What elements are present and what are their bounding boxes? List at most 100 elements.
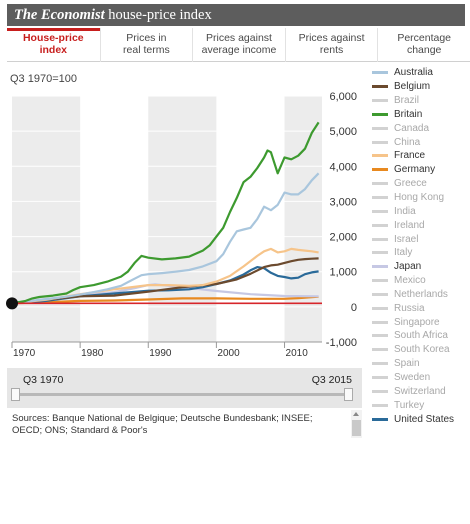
legend-swatch [372, 320, 388, 324]
legend-label: Sweden [394, 371, 431, 383]
legend-item-australia[interactable]: Australia [372, 66, 470, 80]
legend-item-china[interactable]: China [372, 135, 470, 149]
legend-swatch [372, 279, 388, 283]
series-line-united-states [11, 266, 319, 305]
legend-swatch [372, 140, 388, 144]
legend-item-ireland[interactable]: Ireland [372, 218, 470, 232]
sources-scrollbar[interactable] [351, 410, 362, 438]
legend-swatch [372, 403, 388, 407]
tab-prices-against-income[interactable]: Prices against average income [192, 28, 285, 62]
legend-swatch [372, 99, 388, 103]
legend-swatch [372, 154, 388, 158]
legend-item-russia[interactable]: Russia [372, 301, 470, 315]
legend-item-south-korea[interactable]: South Korea [372, 343, 470, 357]
legend-item-france[interactable]: France [372, 149, 470, 163]
legend-item-switzerland[interactable]: Switzerland [372, 384, 470, 398]
legend-item-brazil[interactable]: Brazil [372, 94, 470, 108]
range-start-handle[interactable] [11, 388, 20, 401]
legend-label: South Korea [394, 344, 450, 356]
tab-percentage-change[interactable]: Percentage change [377, 28, 470, 62]
legend-item-south-africa[interactable]: South Africa [372, 329, 470, 343]
legend-label: Germany [394, 164, 436, 176]
legend-swatch [372, 375, 388, 379]
legend-item-canada[interactable]: Canada [372, 121, 470, 135]
tab-prices-in-real-terms[interactable]: Prices in real terms [99, 28, 193, 62]
tab-house-price-index[interactable]: House-price index [7, 28, 100, 62]
legend-item-netherlands[interactable]: Netherlands [372, 288, 470, 302]
legend-item-britain[interactable]: Britain [372, 108, 470, 122]
legend-item-italy[interactable]: Italy [372, 246, 470, 260]
legend-label: Hong Kong [394, 192, 445, 204]
series-line-germany [11, 295, 319, 305]
legend-label: Netherlands [394, 288, 448, 300]
y-tick-label: 1,000 [329, 267, 357, 279]
legend-swatch [372, 251, 388, 255]
legend-swatch [372, 85, 388, 89]
legend-item-singapore[interactable]: Singapore [372, 315, 470, 329]
index-base-label: Q3 1970=100 [10, 73, 77, 85]
x-tick-label: 1970 [13, 348, 36, 359]
y-tick-label: 5,000 [329, 126, 357, 138]
tab-label-line1: Prices in [126, 32, 167, 44]
legend-item-united-states[interactable]: United States [372, 412, 470, 426]
chart-title: house-price index [108, 7, 212, 23]
legend-label: Belgium [394, 81, 431, 93]
legend-item-sweden[interactable]: Sweden [372, 371, 470, 385]
legend-item-india[interactable]: India [372, 204, 470, 218]
legend-swatch [372, 265, 388, 269]
legend-item-japan[interactable]: Japan [372, 260, 470, 274]
legend-label: Japan [394, 261, 422, 273]
tab-label-line2: change [406, 44, 442, 56]
legend-label: Britain [394, 108, 423, 120]
legend-label: Australia [394, 67, 433, 79]
legend-item-greece[interactable]: Greece [372, 177, 470, 191]
series-line-australia [11, 172, 320, 305]
tab-label-line2: rents [319, 44, 344, 56]
series-line-france [11, 247, 319, 305]
legend-item-belgium[interactable]: Belgium [372, 80, 470, 94]
legend-label: Russia [394, 302, 425, 314]
y-tick-label: 0 [351, 302, 357, 314]
scroll-up-arrow-icon[interactable] [353, 412, 359, 416]
legend-label: Turkey [394, 399, 425, 411]
sources-note: Sources: Banque National de Belgique; De… [12, 413, 313, 436]
date-range-slider: Q3 1970 Q3 2015 [7, 368, 362, 408]
legend-label: India [394, 205, 416, 217]
tab-prices-against-rents[interactable]: Prices against rents [284, 28, 378, 62]
legend-swatch [372, 112, 388, 116]
legend-item-germany[interactable]: Germany [372, 163, 470, 177]
legend-item-israel[interactable]: Israel [372, 232, 470, 246]
decade-band [148, 96, 217, 342]
series-line-britain [11, 121, 320, 305]
x-tick-label: 2000 [217, 348, 240, 359]
legend-item-mexico[interactable]: Mexico [372, 274, 470, 288]
legend-label: Mexico [394, 275, 426, 287]
range-start-label: Q3 1970 [23, 374, 64, 386]
legend: Australia Belgium Brazil Britain Canada China… [372, 66, 470, 426]
legend-item-turkey[interactable]: Turkey [372, 398, 470, 412]
y-tick-label: -1,000 [326, 337, 357, 349]
y-tick-label: 2,000 [329, 232, 357, 244]
range-end-label: Q3 2015 [311, 374, 352, 386]
legend-swatch [372, 334, 388, 338]
legend-swatch [372, 168, 388, 172]
chart-title-bar: The Economist house-price index [7, 4, 465, 26]
range-track[interactable] [15, 393, 353, 396]
legend-item-spain[interactable]: Spain [372, 357, 470, 371]
scrollbar-thumb[interactable] [352, 420, 361, 436]
y-tick-label: 3,000 [329, 196, 357, 208]
legend-swatch [372, 389, 388, 393]
legend-swatch [372, 223, 388, 227]
legend-swatch [372, 209, 388, 213]
legend-label: Spain [394, 358, 420, 370]
legend-label: Israel [394, 233, 419, 245]
legend-label: South Africa [394, 330, 448, 342]
decade-band [12, 96, 81, 342]
decade-band [284, 96, 322, 342]
brand-name: The Economist [14, 7, 105, 23]
range-end-handle[interactable] [344, 388, 353, 401]
legend-swatch [372, 292, 388, 296]
legend-label: Brazil [394, 95, 420, 107]
legend-swatch [372, 126, 388, 130]
legend-item-hong-kong[interactable]: Hong Kong [372, 191, 470, 205]
